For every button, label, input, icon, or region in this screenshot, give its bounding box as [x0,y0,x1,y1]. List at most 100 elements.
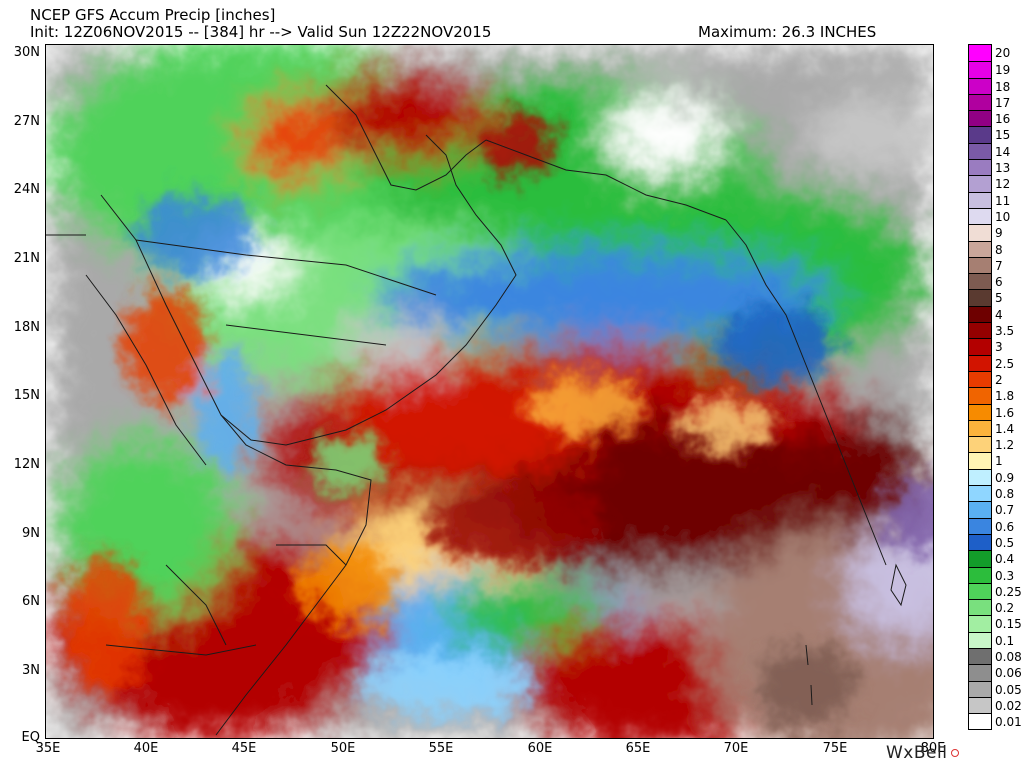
lat-label-6n: 6N [22,594,40,609]
init-valid-line: Init: 12Z06NOV2015 -- [384] hr --> Valid… [30,23,492,41]
colorbar-swatch: 1.6 [969,403,1014,420]
colorbar-label: 0.9 [995,470,1015,485]
colorbar-swatch: 18 [969,77,1010,94]
logo-mark-icon [951,749,960,757]
lat-label-12n: 12N [13,457,40,472]
colorbar-label: 0.5 [995,535,1015,550]
lat-label-3n: 3N [22,663,40,678]
lon-label-80e: 80E [920,741,946,756]
colorbar-label: 0.08 [995,649,1022,664]
colorbar-label: 3 [995,340,1003,355]
precip-field-detail [66,115,933,725]
colorbar-label: 15 [995,128,1011,143]
colorbar-swatch: 7 [969,256,1003,274]
colorbar-swatch: 0.3 [969,566,1014,583]
colorbar-swatch: 0.2 [969,599,1014,616]
colorbar-swatch: 0.1 [969,631,1014,648]
colorbar-label: 1.4 [995,421,1015,436]
colorbar-swatch: 0.02 [969,696,1022,714]
wxbell-logo: WxBell [886,743,960,763]
colorbar-label: 9 [995,226,1003,241]
colorbar-swatch: 0.7 [969,501,1014,518]
colorbar-swatch: 6 [969,273,1003,290]
colorbar-label: 4 [995,307,1003,322]
colorbar-label: 0.25 [995,584,1022,599]
colorbar-label: 12 [995,177,1011,192]
colorbar-label: 0.05 [995,682,1022,697]
colorbar-swatch: 1.8 [969,387,1014,404]
lon-label-50e: 50E [330,741,356,756]
lon-label-75e: 75E [822,741,848,756]
lon-label-65e: 65E [625,741,651,756]
colorbar-swatch: 0.9 [969,468,1014,486]
lon-label-60e: 60E [527,741,553,756]
colorbar-swatch: 0.5 [969,533,1014,551]
colorbar-label: 8 [995,242,1003,257]
colorbar-swatch: 9 [969,224,1003,241]
lon-label-70e: 70E [723,741,749,756]
colorbar-label: 17 [995,95,1011,110]
lat-label-18n: 18N [13,320,40,335]
precip-map [45,44,934,739]
lat-label-30n: 30N [13,45,40,60]
colorbar-swatch: 0.25 [969,582,1022,600]
colorbar-label: 0.6 [995,519,1015,534]
colorbar-label: 0.8 [995,487,1015,502]
colorbar-swatch: 0.15 [969,615,1022,632]
colorbar-swatch: 0.4 [969,550,1014,567]
colorbar-label: 0.4 [995,552,1015,567]
coastlines-borders [46,84,907,736]
colorbar-swatch: 8 [969,240,1003,257]
colorbar-swatch: 16 [969,110,1010,127]
lat-label-24n: 24N [13,182,40,197]
colorbar-label: 7 [995,258,1003,273]
lat-label-27n: 27N [13,114,40,129]
colorbar-swatch: 0.06 [969,664,1022,681]
colorbar-swatch: 0.08 [969,647,1022,665]
colorbar-label: 19 [995,63,1011,78]
lat-label-21n: 21N [13,251,40,266]
colorbar-swatch: 0.6 [969,517,1014,534]
colorbar-label: 0.01 [995,715,1022,730]
lat-label-9n: 9N [22,526,40,541]
colorbar-swatch: 0.05 [969,680,1022,697]
colorbar-swatch: 5 [969,289,1003,306]
colorbar-swatch: 19 [969,61,1010,78]
colorbar-label: 10 [995,209,1011,224]
colorbar-label: 20 [995,46,1011,60]
colorbar-swatch: 1.2 [969,436,1014,453]
lat-label-eq: EQ [21,730,40,745]
colorbar-label: 16 [995,112,1011,127]
lon-label-55e: 55E [428,741,454,756]
colorbar-label: 1.8 [995,389,1015,404]
colorbar-label: 11 [995,193,1011,208]
maximum-label: Maximum: 26.3 INCHES [698,23,877,41]
colorbar-label: 0.02 [995,698,1022,713]
colorbar-swatch: 2 [969,370,1003,388]
colorbar-label: 1 [995,454,1003,469]
lon-label-35e: 35E [35,741,61,756]
colorbar-label: 3.5 [995,324,1015,339]
colorbar-label: 2 [995,372,1003,387]
colorbar-label: 2.5 [995,356,1015,371]
precip-colorbar: 20 19 18 17 16 15 14 13 12 11 10 9 8 7 6 5 4 3.5 3 2.5 2 1.8 1… [968,44,1022,731]
colorbar-swatch: 1 [969,452,1003,469]
map-title: NCEP GFS Accum Precip [inches] [30,6,276,24]
logo-text: WxBell [886,743,948,763]
colorbar-swatch: 17 [969,93,1010,111]
colorbar-label: 18 [995,79,1011,94]
colorbar-swatch: 12 [969,175,1010,192]
colorbar-label: 14 [995,144,1011,159]
colorbar-swatch: 20 [969,45,1010,62]
colorbar-label: 0.2 [995,601,1015,616]
colorbar-label: 5 [995,291,1003,306]
colorbar-swatch: 3 [969,338,1003,355]
colorbar-label: 13 [995,161,1011,176]
colorbar-swatch: 11 [969,191,1010,208]
colorbar-swatch: 1.4 [969,419,1014,437]
colorbar-swatch: 3.5 [969,322,1014,339]
colorbar-swatch: 0.01 [969,713,1022,730]
colorbar-label: 1.2 [995,438,1015,453]
colorbar-swatch: 13 [969,159,1010,176]
colorbar-label: 0.15 [995,617,1022,632]
